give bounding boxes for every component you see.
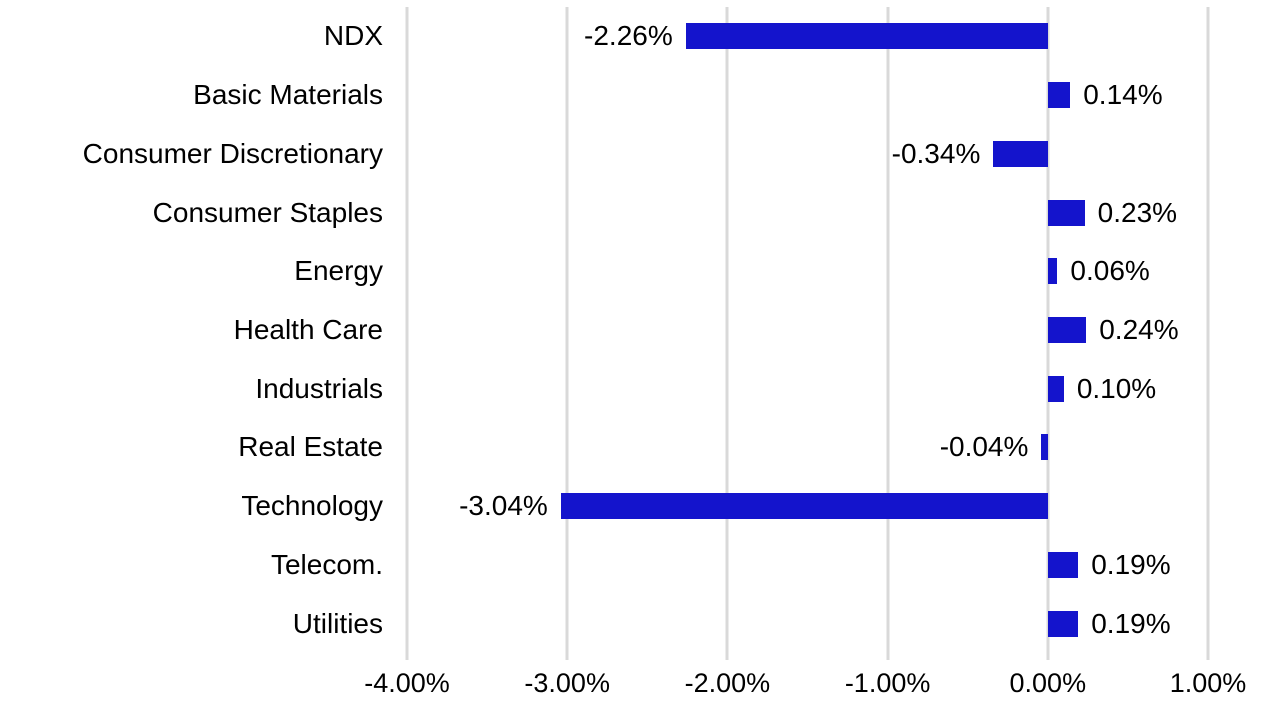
gridline — [886, 7, 890, 660]
bar — [1047, 551, 1079, 578]
bar — [1047, 199, 1085, 226]
value-label: -3.04% — [459, 490, 548, 522]
chart-row: Energy 0.06% — [294, 242, 1208, 301]
plot-area: NDX -2.26% Basic Materials 0.14% Consumer Di… — [83, 7, 1210, 660]
value-label: 0.23% — [1097, 196, 1178, 228]
value-label: 0.06% — [1070, 255, 1150, 287]
gridline — [1206, 7, 1210, 660]
value-label: 0.14% — [1083, 79, 1163, 111]
chart-row: Real Estate -0.04% — [238, 418, 1208, 477]
chart-row: Consumer Discretionary -0.34% — [83, 124, 1208, 183]
bar — [560, 493, 1048, 520]
chart-row: Consumer Staples 0.23% — [153, 183, 1208, 242]
category-label: Basic Materials — [193, 79, 383, 111]
category-label: Energy — [294, 255, 383, 287]
bar — [1047, 258, 1058, 285]
chart-row: Industrials 0.10% — [255, 359, 1208, 418]
bar — [1047, 82, 1071, 109]
x-axis: -4.00% -3.00% -2.00% -1.00% 0.00% 1.00% — [364, 668, 1246, 708]
bar — [1047, 316, 1087, 343]
value-label: 0.19% — [1091, 607, 1171, 639]
x-axis-tick-label: -1.00% — [844, 668, 931, 698]
x-axis-tick-label: -3.00% — [524, 668, 610, 698]
category-label: Consumer Discretionary — [82, 137, 383, 169]
bar — [1047, 610, 1079, 637]
category-label: Health Care — [233, 313, 383, 345]
category-label: Telecom. — [270, 548, 383, 580]
category-label: Technology — [241, 490, 383, 522]
chart-row: Health Care 0.24% — [234, 301, 1208, 360]
category-label: Real Estate — [238, 431, 383, 463]
x-axis-tick-label: -2.00% — [684, 668, 771, 698]
bar — [993, 140, 1048, 167]
bar — [1041, 434, 1048, 461]
value-label: 0.24% — [1099, 313, 1179, 345]
chart-row: Telecom. 0.19% — [271, 536, 1208, 595]
x-axis-tick-label: 1.00% — [1169, 668, 1247, 698]
gridline — [405, 7, 409, 660]
value-label: 0.10% — [1076, 372, 1157, 404]
gridline — [565, 7, 569, 660]
chart-row: NDX -2.26% — [324, 7, 1208, 66]
value-label: -0.04% — [939, 431, 1029, 463]
x-axis-tick-label: 0.00% — [1009, 668, 1087, 698]
chart-row: Basic Materials 0.14% — [193, 66, 1208, 125]
category-label: Consumer Staples — [152, 196, 383, 228]
category-label: Industrials — [255, 372, 383, 404]
value-label: -0.34% — [891, 137, 981, 169]
chart-row: Utilities 0.19% — [293, 594, 1208, 653]
chart-row: Technology -3.04% — [241, 477, 1208, 536]
category-label: NDX — [323, 20, 383, 52]
bar — [1047, 375, 1064, 402]
value-label: -2.26% — [584, 20, 673, 52]
x-axis-tick-label: -4.00% — [364, 668, 450, 698]
bar — [685, 23, 1048, 50]
gridline — [725, 7, 729, 660]
category-label: Utilities — [292, 607, 383, 639]
value-label: 0.19% — [1091, 548, 1171, 580]
